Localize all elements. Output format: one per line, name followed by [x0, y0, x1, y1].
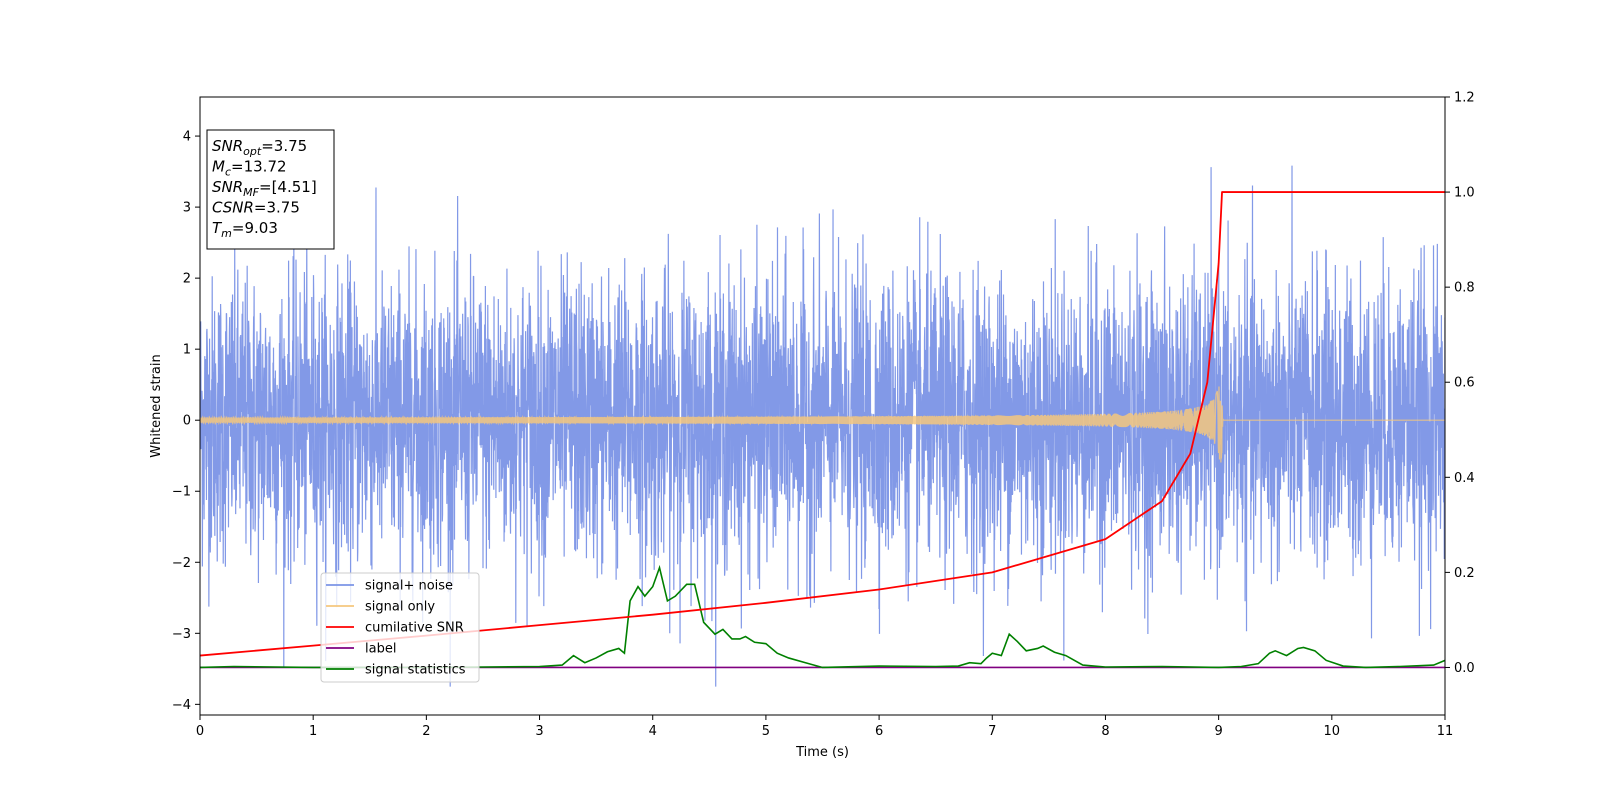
- x-tick-label: 5: [762, 724, 770, 739]
- annotation-line: SNRMF=[4.51]: [212, 178, 317, 199]
- x-tick-label: 7: [988, 724, 996, 739]
- y2-tick-label: 1.2: [1454, 91, 1475, 106]
- legend-entry-label: label: [365, 642, 396, 657]
- x-tick-label: 11: [1437, 724, 1454, 739]
- legend-frame: [320, 572, 480, 683]
- series-signal-statistics-line: [200, 564, 1445, 669]
- y-tick-label: −3: [172, 627, 191, 642]
- y-tick-label: 4: [183, 130, 191, 145]
- annotation-line: CSNR=3.75: [212, 199, 300, 217]
- legend: signal+ noise signal only cumilative SNR la…: [320, 572, 480, 683]
- y2-tick-label: 0.4: [1454, 471, 1475, 486]
- y-tick-label: 2: [183, 272, 191, 287]
- x-tick-label: 2: [422, 724, 430, 739]
- y-tick-label: −1: [172, 485, 191, 500]
- x-tick-label: 3: [535, 724, 543, 739]
- y2-tick-label: 0.0: [1454, 661, 1475, 676]
- x-axis: 0 1 2 3 4 5 6 7 8 9 10 11: [196, 715, 1453, 739]
- y2-tick-label: 0.6: [1454, 376, 1475, 391]
- x-tick-label: 9: [1214, 724, 1222, 739]
- series-signal-only-line: [200, 386, 1445, 463]
- y-tick-label: −4: [172, 698, 191, 713]
- y-axis-right: 0.0 0.2 0.4 0.6 0.8 1.0 1.2: [1445, 91, 1475, 676]
- legend-entry-label: signal statistics: [365, 663, 466, 678]
- x-tick-label: 10: [1324, 724, 1341, 739]
- annotation-line: Tm=9.03: [212, 219, 278, 240]
- annotation-box: SNRopt=3.75Mc=13.72SNRMF=[4.51]CSNR=3.75…: [206, 129, 335, 250]
- y-tick-label: 3: [183, 201, 191, 216]
- y-axis-label: Whitened strain: [149, 354, 164, 457]
- x-tick-label: 0: [196, 724, 204, 739]
- axes-frame: [199, 96, 1446, 716]
- y-tick-label: 1: [183, 343, 191, 358]
- x-tick-label: 4: [649, 724, 657, 739]
- x-tick-label: 6: [875, 724, 883, 739]
- y2-tick-label: 1.0: [1454, 186, 1475, 201]
- y-tick-label: −2: [172, 556, 191, 571]
- x-tick-label: 8: [1101, 724, 1109, 739]
- x-axis-label: Time (s): [795, 745, 849, 760]
- y2-tick-label: 0.8: [1454, 281, 1475, 296]
- annotation-box-frame: [206, 129, 335, 250]
- y-tick-label: 0: [183, 414, 191, 429]
- annotation-line: Mc=13.72: [212, 158, 287, 179]
- x-tick-label: 1: [309, 724, 317, 739]
- legend-entry-label: signal+ noise: [365, 579, 453, 594]
- annotation-line: SNRopt=3.75: [212, 137, 307, 158]
- y-axis-left: −4 −3 −2 −1 0 1 2 3 4: [172, 130, 200, 713]
- series-signal-noise-line: [200, 165, 1445, 687]
- legend-entry-label: signal only: [365, 600, 435, 615]
- series-cumulative-snr-line: [200, 191, 1445, 657]
- legend-entry-label: cumilative SNR: [365, 621, 464, 636]
- y2-tick-label: 0.2: [1454, 566, 1475, 581]
